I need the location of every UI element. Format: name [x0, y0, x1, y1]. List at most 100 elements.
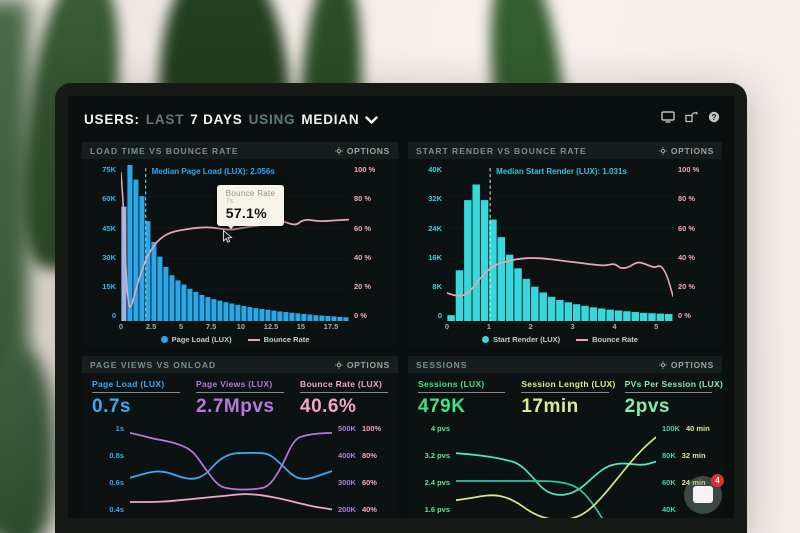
- metric-bounce-rate-lux-: Bounce Rate (LUX) 40.6%: [300, 379, 388, 418]
- panel-title: LOAD TIME VS BOUNCE RATE: [90, 145, 239, 156]
- gear-icon: [659, 360, 667, 369]
- median-annotation: Median Page Load (LUX): 2.056s: [151, 167, 275, 176]
- monitor-icon[interactable]: [661, 110, 675, 128]
- line-marker-icon: [247, 338, 260, 341]
- plot-area[interactable]: Median Page Load (LUX): 2.056s Bounce Rat…: [121, 165, 349, 321]
- axis-tick: 500K 100%: [338, 424, 382, 433]
- axis-tick: 12.5: [263, 322, 279, 331]
- axis-tick: 3: [570, 322, 575, 331]
- legend-item: Start Render (LUX): [482, 335, 560, 344]
- axis-tick: 0.4s: [109, 505, 124, 514]
- gear-icon: [335, 360, 343, 369]
- options-button[interactable]: OPTIONS: [659, 146, 714, 156]
- axis-tick: 0.8s: [109, 451, 124, 460]
- panel-title: START RENDER VS BOUNCE RATE: [416, 145, 587, 156]
- axis-tick: 75K: [102, 165, 116, 174]
- options-button[interactable]: OPTIONS: [659, 360, 714, 370]
- axis-tick: 40 %: [678, 252, 696, 262]
- axis-tick: 5: [654, 322, 659, 331]
- axis-tick: 2: [528, 322, 533, 331]
- plot-area[interactable]: Median Start Render (LUX): 1.031s: [447, 165, 673, 321]
- start-render-chart: 40K 32K 24K 16K 8K 0 Median Start Render (LUX)…: [408, 159, 722, 348]
- median-annotation: Median Start Render (LUX): 1.031s: [496, 167, 627, 176]
- legend-item: Bounce Rate: [576, 335, 638, 344]
- median-label: MEDIAN: [301, 111, 360, 127]
- axis-tick: 40K: [662, 505, 676, 514]
- axis-tick: 200K 40%: [338, 505, 377, 514]
- metric-sessions-lux-: Sessions (LUX) 479K: [418, 379, 506, 418]
- axis-tick: 400K 80%: [338, 451, 377, 460]
- axis-tick: 2.4 pvs: [424, 478, 450, 487]
- y-axis-left: 1s 0.8s 0.6s 0.4s: [88, 423, 124, 518]
- gear-icon: [659, 146, 667, 155]
- metric-label: Page Views (LUX): [196, 379, 284, 393]
- metrics-row: Page Load (LUX) 0.7s Page Views (LUX) 2.7Mp…: [82, 373, 398, 420]
- axis-tick: 8K: [432, 282, 442, 292]
- page-views-chart: 1s 0.8s 0.6s 0.4s 500K 100% 400K 80% 300K 60% 200K…: [82, 420, 398, 518]
- chat-icon: [693, 486, 713, 503]
- metric-value: 17min: [521, 396, 579, 417]
- y-axis-right: 100 % 80 % 60 % 40 % 20 % 0 %: [354, 165, 394, 321]
- axis-tick: 17.5: [323, 322, 339, 331]
- axis-tick: 4: [612, 322, 617, 331]
- axis-tick: 40K: [428, 165, 442, 174]
- plant-leaf: [0, 350, 55, 533]
- axis-tick: 100 %: [354, 165, 376, 174]
- axis-tick: 80 %: [354, 194, 372, 204]
- panel-header: PAGE VIEWS VS ONLOAD OPTIONS: [82, 356, 398, 373]
- chat-badge: 4: [711, 474, 724, 487]
- axis-tick: 15K: [102, 282, 116, 292]
- axis-tick: 300K 60%: [338, 478, 377, 487]
- options-button[interactable]: OPTIONS: [335, 146, 390, 156]
- users-label: USERS:: [84, 111, 140, 127]
- axis-tick: 10: [236, 322, 246, 331]
- bounce-rate-tooltip: Bounce Rate 7s 57.1%: [216, 185, 285, 244]
- y-axis-left: 40K 32K 24K 16K 8K 0: [412, 165, 442, 321]
- dot-marker-icon: [160, 336, 168, 343]
- axis-tick: 1s: [115, 424, 124, 433]
- chat-widget-button[interactable]: 4: [684, 474, 724, 514]
- panel-header: SESSIONS OPTIONS: [408, 356, 722, 373]
- axis-tick: 100 %: [678, 165, 700, 174]
- laptop: USERS: LAST 7 DAYS USING MEDIAN: [55, 83, 747, 533]
- panel-title: PAGE VIEWS VS ONLOAD: [90, 359, 217, 370]
- axis-tick: 20 %: [678, 282, 696, 292]
- axis-tick: 0: [111, 311, 116, 321]
- axis-tick: 30K: [102, 252, 116, 262]
- axis-tick: 0.6s: [109, 478, 124, 487]
- chart-legend: Page Load (LUX) Bounce Rate: [121, 332, 349, 347]
- metric-value: 479K: [418, 396, 466, 417]
- panel-load-time: LOAD TIME VS BOUNCE RATE OPTIONS 75K 60K 4…: [82, 142, 398, 348]
- panel-sessions: SESSIONS OPTIONS Sessions (LUX) 479K Sessi…: [408, 356, 723, 518]
- axis-tick: 0 %: [678, 311, 691, 321]
- axis-tick: 3.2 pvs: [424, 451, 450, 460]
- metric-page-views-lux-: Page Views (LUX) 2.7Mpvs: [196, 379, 284, 418]
- share-icon[interactable]: [685, 110, 698, 128]
- line-marker-icon: [576, 338, 589, 341]
- axis-tick: 16K: [428, 252, 442, 262]
- page-title[interactable]: USERS: LAST 7 DAYS USING MEDIAN: [84, 111, 379, 127]
- load-time-chart: 75K 60K 45K 30K 15K 0 Median Page Load (LUX): …: [82, 159, 398, 348]
- plot-area[interactable]: [456, 423, 656, 518]
- metric-label: Page Load (LUX): [92, 379, 180, 393]
- chevron-down-icon[interactable]: [365, 112, 379, 127]
- y-axis-right: 100K 40 min 80K 32 min 60K 24 min 40K: [662, 423, 716, 518]
- days-label: 7 DAYS: [190, 111, 243, 127]
- options-button[interactable]: OPTIONS: [335, 360, 390, 370]
- y-axis-right: 100 % 80 % 60 % 40 % 20 % 0 %: [678, 165, 718, 321]
- metric-pvs-per-session-lux-: PVs Per Session (LUX) 2pvs: [624, 379, 723, 418]
- metric-session-length-lux-: Session Length (LUX) 17min: [521, 379, 615, 418]
- axis-tick: 100K 40 min: [662, 424, 710, 433]
- metric-label: Session Length (LUX): [521, 379, 615, 393]
- plot-area[interactable]: [130, 423, 332, 518]
- metrics-row: Sessions (LUX) 479K Session Length (LUX) 17…: [408, 373, 723, 420]
- header-icons: ?: [661, 110, 720, 128]
- legend-item: Page Load (LUX): [160, 335, 232, 344]
- svg-text:?: ?: [712, 113, 717, 122]
- help-icon[interactable]: ?: [708, 110, 720, 128]
- tooltip-title: Bounce Rate: [225, 189, 276, 199]
- y-axis-left: 4 pvs 3.2 pvs 2.4 pvs 1.6 pvs: [414, 423, 450, 518]
- axis-tick: 0: [437, 311, 442, 321]
- metric-label: PVs Per Session (LUX): [624, 379, 723, 393]
